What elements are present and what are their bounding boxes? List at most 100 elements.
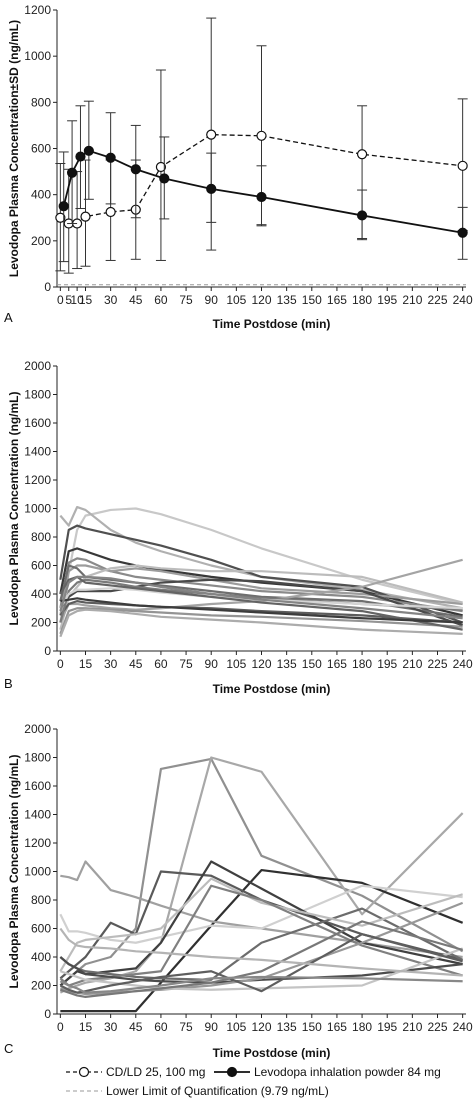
subject-line xyxy=(59,877,463,972)
subject-line xyxy=(59,575,463,620)
y-tick-label: 0 xyxy=(44,1007,51,1021)
legend-label-lloq: Lower Limit of Quantification (9.79 ng/m… xyxy=(106,1084,329,1098)
x-tick-label: 165 xyxy=(327,1020,347,1034)
data-point xyxy=(356,210,368,221)
x-tick-label: 105 xyxy=(226,293,246,307)
y-tick-label: 0 xyxy=(44,280,51,294)
y-tick-label: 600 xyxy=(31,142,51,156)
subject-line xyxy=(59,975,463,994)
data-point xyxy=(105,206,116,218)
subject-line xyxy=(60,868,464,1013)
x-tick-label: 15 xyxy=(79,1020,93,1034)
data-point xyxy=(80,211,91,222)
x-tick-label: 165 xyxy=(327,293,347,307)
subject-line xyxy=(59,524,464,624)
subject-line xyxy=(59,920,463,999)
data-point xyxy=(55,212,66,223)
subject-line xyxy=(59,505,463,610)
x-tick-label: 180 xyxy=(352,1020,372,1034)
x-tick-label: 135 xyxy=(277,1020,297,1034)
x-tick-label: 240 xyxy=(453,657,473,671)
x-tick-label: 120 xyxy=(251,293,271,307)
series-cdld xyxy=(55,17,468,274)
y-tick-label: 400 xyxy=(31,950,51,964)
y-axis-label: Levodopa Plasma Concentration (ng/mL) xyxy=(7,754,21,988)
y-axis-label: Levodopa Plasma Concentration (ng/mL) xyxy=(7,391,21,625)
legend: CD/LD 25, 100 mg Levodopa inhalation powd… xyxy=(66,1065,441,1098)
x-tick-label: 135 xyxy=(277,293,297,307)
x-tick-label: 240 xyxy=(453,293,473,307)
y-tick-label: 1400 xyxy=(24,808,51,822)
x-tick-label: 150 xyxy=(302,657,322,671)
x-tick-label: 225 xyxy=(427,657,447,671)
x-tick-label: 225 xyxy=(427,293,447,307)
y-tick-label: 1600 xyxy=(24,779,51,793)
y-tick-label: 400 xyxy=(31,587,51,601)
y-tick-label: 2000 xyxy=(24,722,51,736)
x-tick-label: 120 xyxy=(251,1020,271,1034)
x-tick-label: 15 xyxy=(79,293,93,307)
data-point xyxy=(356,149,368,160)
subject-line xyxy=(59,607,463,635)
y-tick-label: 200 xyxy=(31,234,51,248)
y-tick-label: 0 xyxy=(44,644,51,658)
y-tick-label: 1200 xyxy=(24,836,51,850)
subject-line xyxy=(59,558,463,623)
x-tick-label: 45 xyxy=(129,657,143,671)
y-tick-label: 1600 xyxy=(24,416,51,430)
x-tick-label: 90 xyxy=(205,657,219,671)
x-tick-label: 60 xyxy=(154,657,168,671)
subject-line xyxy=(59,608,463,638)
legend-label-cdld: CD/LD 25, 100 mg xyxy=(106,1065,205,1079)
x-tick-label: 180 xyxy=(352,657,372,671)
y-tick-label: 400 xyxy=(31,188,51,202)
x-tick-label: 180 xyxy=(352,293,372,307)
x-tick-label: 5 xyxy=(65,293,72,307)
x-tick-label: 120 xyxy=(251,657,271,671)
data-point xyxy=(256,130,267,141)
data-point xyxy=(130,164,141,175)
x-tick-label: 45 xyxy=(129,293,143,307)
data-point xyxy=(66,167,78,178)
y-tick-label: 600 xyxy=(31,559,51,573)
x-tick-label: 240 xyxy=(453,1020,473,1034)
x-tick-label: 195 xyxy=(377,293,397,307)
x-tick-label: 135 xyxy=(277,657,297,671)
y-tick-label: 1800 xyxy=(24,388,51,402)
data-point xyxy=(155,161,167,173)
subject-line xyxy=(59,587,463,610)
subject-line xyxy=(59,933,463,994)
y-tick-label: 1800 xyxy=(24,751,51,765)
x-tick-label: 75 xyxy=(179,1020,193,1034)
y-tick-label: 800 xyxy=(31,95,51,109)
x-axis-label: Time Postdose (min) xyxy=(213,317,331,331)
data-point xyxy=(105,152,116,163)
x-tick-label: 105 xyxy=(226,1020,246,1034)
legend-label-inhalation: Levodopa inhalation powder 84 mg xyxy=(254,1065,441,1079)
x-tick-label: 30 xyxy=(104,657,118,671)
data-point xyxy=(75,151,86,162)
panel-letter: A xyxy=(4,310,13,325)
x-tick-label: 210 xyxy=(402,1020,422,1034)
x-axis-label: Time Postdose (min) xyxy=(213,1046,331,1060)
data-point xyxy=(58,201,69,212)
x-tick-label: 60 xyxy=(154,1020,168,1034)
x-tick-label: 105 xyxy=(226,657,246,671)
data-point xyxy=(206,129,217,140)
series-line xyxy=(62,149,463,234)
data-point xyxy=(256,191,267,203)
subject-line xyxy=(59,927,463,977)
x-tick-label: 30 xyxy=(104,1020,118,1034)
x-tick-label: 0 xyxy=(57,657,64,671)
panel-letter: C xyxy=(4,1041,13,1056)
y-tick-label: 1200 xyxy=(24,473,51,487)
x-tick-label: 0 xyxy=(57,1020,64,1034)
y-tick-label: 1200 xyxy=(24,3,51,17)
y-tick-label: 800 xyxy=(31,893,51,907)
subject-line xyxy=(59,947,464,991)
x-tick-label: 45 xyxy=(129,1020,143,1034)
y-tick-label: 1400 xyxy=(24,445,51,459)
panel-c: 0 200 400 600 800 1000 1200 1400 1600 1800 2000 0 15… xyxy=(4,722,473,1060)
